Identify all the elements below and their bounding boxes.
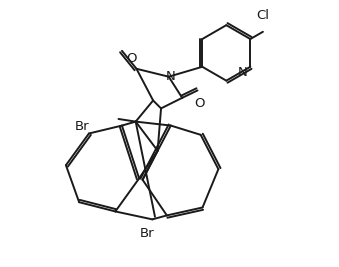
- Text: O: O: [195, 97, 205, 110]
- Text: N: N: [237, 66, 247, 79]
- Text: N: N: [166, 70, 176, 83]
- Text: Cl: Cl: [257, 9, 270, 22]
- Text: O: O: [126, 52, 136, 65]
- Text: Br: Br: [140, 227, 154, 240]
- Text: Br: Br: [74, 120, 89, 134]
